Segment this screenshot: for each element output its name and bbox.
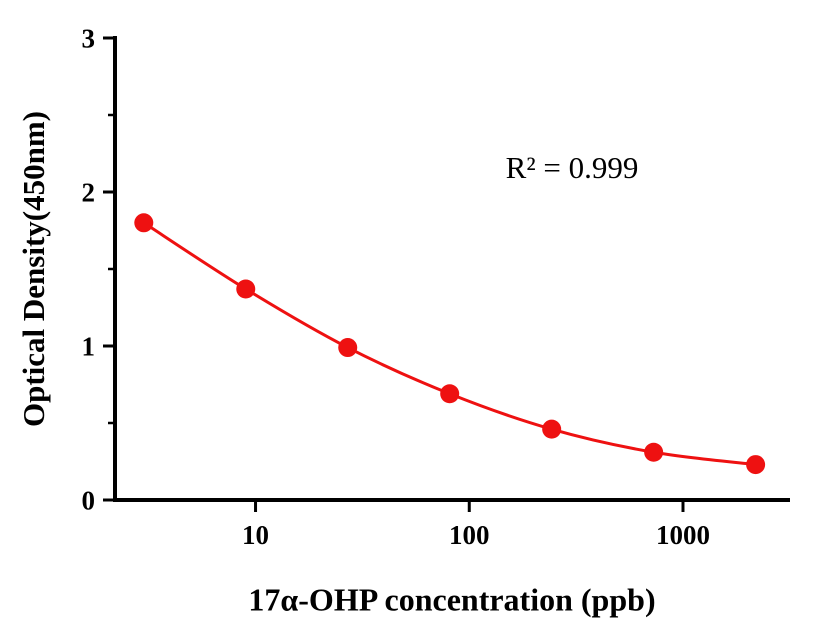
x-tick-label: 10 [242,520,269,550]
x-axis-ticks: 10 100 1000 [242,500,710,550]
data-point [542,419,562,439]
r-squared-annotation: R² = 0.999 [505,150,639,185]
y-tick-label: 0 [82,485,96,515]
y-axis-ticks: 0 1 2 3 [82,23,115,515]
y-axis-label: Optical Density(450nm) [16,110,51,428]
data-point [746,455,766,475]
data-point [644,442,664,462]
data-points [134,213,766,475]
data-point [236,279,256,299]
data-point [338,338,358,358]
fit-curve [142,221,756,467]
y-tick-label: 2 [82,177,96,207]
data-point [134,213,154,233]
x-tick-label: 1000 [656,520,710,550]
y-tick-label: 3 [82,23,96,53]
x-tick-label: 100 [449,520,490,550]
x-axis-label: 17α-OHP concentration (ppb) [248,581,656,618]
y-tick-label: 1 [82,331,96,361]
data-point [440,384,460,404]
